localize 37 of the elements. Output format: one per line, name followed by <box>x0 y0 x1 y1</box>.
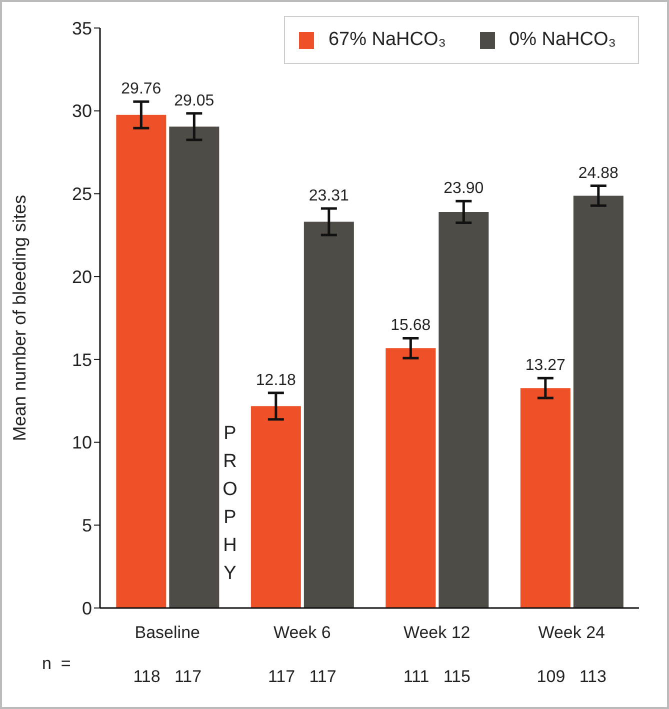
text: 118 117 <box>133 667 202 686</box>
text: 117 117 <box>268 667 336 686</box>
data-label: 29.05 <box>174 92 214 110</box>
y-tick-label: 20 <box>72 266 92 287</box>
bar <box>438 212 489 608</box>
bar <box>573 196 624 608</box>
bar <box>250 406 301 608</box>
data-label: 13.27 <box>525 357 566 374</box>
y-tick-label: 10 <box>72 432 92 453</box>
y-tick-label: 35 <box>72 18 92 38</box>
x-tick-label: Baseline <box>134 623 200 642</box>
x-tick-label: Week 12 <box>403 623 470 642</box>
bar <box>520 388 570 608</box>
bar <box>386 348 436 608</box>
data-label: 23.90 <box>444 180 484 198</box>
data-label: 15.68 <box>390 317 431 334</box>
data-label: 12.18 <box>256 372 296 389</box>
text: n = <box>42 654 71 674</box>
data-label: 29.76 <box>121 80 162 98</box>
legend-label: 0% NaHCO₃ <box>509 29 616 51</box>
y-tick-label: 15 <box>72 350 92 370</box>
x-tick-label: Week 24 <box>538 623 606 642</box>
bar <box>304 222 354 608</box>
y-tick-label: 5 <box>82 516 92 536</box>
legend-label: 67% NaHCO₃ <box>328 29 446 51</box>
y-axis-title: Mean number of bleeding sites <box>9 194 30 442</box>
prophy-label: PROPHY <box>222 422 238 586</box>
text: 111 115 <box>403 667 470 686</box>
bar <box>116 114 166 608</box>
x-tick-label: Week 6 <box>273 623 331 642</box>
y-tick-label: 0 <box>82 598 92 618</box>
y-tick-label: 25 <box>72 184 92 204</box>
data-label: 23.31 <box>308 187 350 204</box>
y-tick-label: 30 <box>72 101 92 122</box>
text: 109 113 <box>536 667 606 686</box>
bar <box>169 126 220 608</box>
data-label: 24.88 <box>578 164 619 182</box>
